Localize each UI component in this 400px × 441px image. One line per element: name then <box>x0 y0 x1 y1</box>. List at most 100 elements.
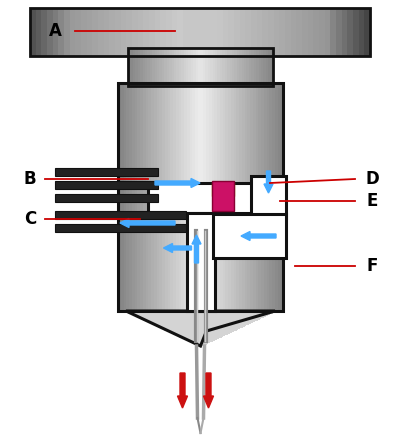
Bar <box>231 83 234 311</box>
Bar <box>121 8 127 56</box>
Bar <box>160 48 162 86</box>
Bar <box>176 333 225 336</box>
Bar <box>47 8 53 56</box>
Text: B: B <box>24 170 36 188</box>
Bar <box>347 8 354 56</box>
Text: F: F <box>366 257 378 275</box>
Bar <box>211 8 218 56</box>
Bar <box>118 83 121 311</box>
Bar <box>263 48 266 86</box>
Bar <box>364 8 370 56</box>
Bar <box>285 8 291 56</box>
Bar <box>158 325 243 328</box>
Bar <box>359 8 365 56</box>
Bar <box>128 310 272 314</box>
Bar <box>142 48 146 86</box>
Bar <box>256 48 259 86</box>
Bar <box>249 48 252 86</box>
Bar <box>193 341 208 344</box>
Bar <box>189 339 212 342</box>
Bar <box>206 83 209 311</box>
Bar <box>169 48 172 86</box>
Bar <box>132 83 135 311</box>
Bar <box>87 8 93 56</box>
Bar <box>223 8 229 56</box>
Bar <box>168 83 171 311</box>
Bar <box>150 48 153 86</box>
Bar <box>191 48 194 86</box>
Bar <box>257 8 263 56</box>
Bar <box>325 8 331 56</box>
Bar <box>336 8 342 56</box>
Bar <box>313 8 320 56</box>
Bar <box>186 213 214 311</box>
Bar <box>261 48 264 86</box>
Bar <box>178 83 182 311</box>
Bar <box>268 8 274 56</box>
Bar <box>172 48 174 86</box>
Bar <box>152 48 155 86</box>
FancyArrow shape <box>204 373 214 408</box>
Bar <box>147 319 254 322</box>
Bar <box>212 214 286 258</box>
Bar <box>98 8 104 56</box>
Bar <box>242 48 244 86</box>
Bar <box>145 48 148 86</box>
Bar <box>70 8 76 56</box>
Bar <box>138 8 144 56</box>
Bar <box>130 48 133 86</box>
Bar <box>225 48 228 86</box>
Bar <box>75 8 82 56</box>
Bar <box>132 312 269 315</box>
FancyArrow shape <box>264 171 273 193</box>
FancyArrow shape <box>192 235 201 263</box>
Bar <box>162 326 239 329</box>
Bar <box>264 83 267 311</box>
Bar <box>131 312 270 315</box>
Bar <box>187 338 214 341</box>
Bar <box>161 326 240 329</box>
Bar <box>148 320 253 323</box>
Bar <box>140 48 143 86</box>
Bar <box>190 83 193 311</box>
Bar <box>92 8 98 56</box>
Bar <box>189 8 195 56</box>
Bar <box>181 83 184 311</box>
Bar <box>141 317 260 319</box>
FancyArrow shape <box>120 218 175 228</box>
Bar <box>124 83 127 311</box>
Bar <box>242 83 245 311</box>
Bar <box>55 211 186 219</box>
Bar <box>128 48 273 86</box>
Text: D: D <box>365 170 379 188</box>
Bar <box>145 318 256 321</box>
Bar <box>162 83 165 311</box>
Bar <box>239 48 242 86</box>
Bar <box>205 48 208 86</box>
Bar <box>254 48 256 86</box>
Bar <box>203 83 206 311</box>
Bar <box>199 344 202 347</box>
Bar <box>151 321 250 324</box>
Bar <box>153 322 248 325</box>
Bar <box>250 83 253 311</box>
Bar <box>184 83 187 311</box>
Bar <box>164 48 167 86</box>
Bar <box>81 8 87 56</box>
Text: C: C <box>24 210 36 228</box>
Bar <box>188 339 213 342</box>
Bar <box>203 48 206 86</box>
Bar <box>234 48 237 86</box>
FancyArrow shape <box>241 232 276 240</box>
Bar <box>258 83 262 311</box>
Bar <box>121 83 124 311</box>
Bar <box>212 83 215 311</box>
Bar <box>214 83 218 311</box>
Bar <box>256 83 259 311</box>
FancyArrow shape <box>155 179 200 187</box>
Bar <box>130 311 271 314</box>
Bar <box>184 337 217 340</box>
Bar <box>228 8 234 56</box>
Bar <box>244 83 248 311</box>
Bar <box>179 48 182 86</box>
